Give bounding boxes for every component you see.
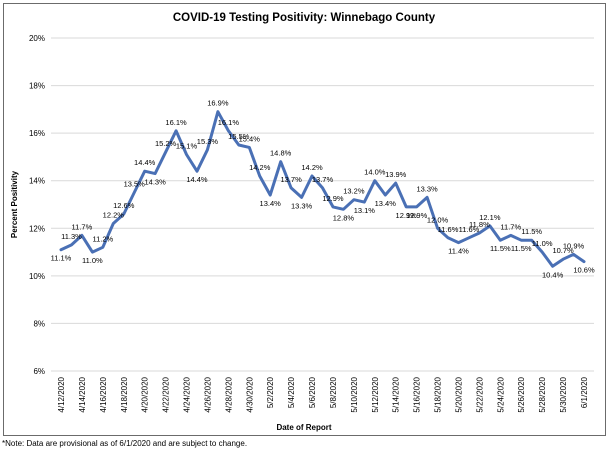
- x-tick-label: 4/26/2020: [203, 376, 212, 412]
- x-tick-label: 4/14/2020: [78, 376, 87, 412]
- x-tick-label: 5/8/2020: [329, 376, 338, 408]
- data-label: 14.3%: [144, 178, 166, 187]
- x-tick-label: 4/12/2020: [57, 376, 66, 412]
- data-label: 14.8%: [270, 149, 292, 158]
- data-label: 12.8%: [333, 213, 355, 222]
- data-label: 13.2%: [343, 187, 365, 196]
- x-tick-label: 4/16/2020: [99, 376, 108, 412]
- data-label: 13.4%: [260, 199, 282, 208]
- data-label: 10.4%: [542, 270, 564, 279]
- x-tick-label: 4/18/2020: [120, 376, 129, 412]
- data-label: 13.9%: [385, 170, 407, 179]
- data-label: 14.4%: [134, 158, 156, 167]
- data-label: 11.8%: [469, 220, 490, 229]
- x-tick-label: 4/20/2020: [141, 376, 150, 412]
- data-label: 11.5%: [511, 244, 532, 253]
- data-label: 11.5%: [490, 244, 511, 253]
- data-label: 12.0%: [427, 215, 449, 224]
- x-tick-label: 4/28/2020: [224, 376, 233, 412]
- positivity-series-line: [59, 110, 586, 268]
- chart-title: COVID-19 Testing Positivity: Winnebago C…: [173, 12, 436, 24]
- y-tick-label: 10%: [29, 272, 45, 281]
- data-label: 13.4%: [375, 199, 397, 208]
- x-tick-label: 5/12/2020: [371, 376, 380, 412]
- data-label: 11.2%: [92, 234, 113, 243]
- y-axis-label: Percent Positivity: [10, 170, 19, 238]
- data-label: 11.6%: [438, 225, 459, 234]
- y-tick-label: 16%: [29, 129, 45, 138]
- positivity-line-chart: COVID-19 Testing Positivity: Winnebago C…: [10, 12, 595, 432]
- x-tick-label: 5/26/2020: [517, 376, 526, 412]
- data-label: 15.2%: [155, 139, 177, 148]
- data-label: 10.9%: [563, 241, 585, 250]
- data-label: 14.2%: [249, 163, 271, 172]
- footnote: *Note: Data are provisional as of 6/1/20…: [2, 439, 248, 448]
- data-label: 11.7%: [72, 222, 93, 231]
- data-label: 14.0%: [364, 168, 386, 177]
- x-tick-label: 5/4/2020: [287, 376, 296, 408]
- x-tick-label: 5/6/2020: [308, 376, 317, 408]
- x-tick-label: 4/22/2020: [162, 376, 171, 412]
- data-label: 15.4%: [239, 134, 261, 143]
- x-tick-label: 5/18/2020: [434, 376, 443, 412]
- x-tick-label: 5/2/2020: [266, 376, 275, 408]
- x-tick-label: 5/22/2020: [475, 376, 484, 412]
- data-label: 12.9%: [406, 211, 428, 220]
- data-label: 16.1%: [165, 118, 187, 127]
- data-label: 15.3%: [197, 137, 219, 146]
- data-label: 11.6%: [459, 225, 480, 234]
- x-tick-label: 5/28/2020: [538, 376, 547, 412]
- data-label: 12.1%: [479, 213, 501, 222]
- y-tick-label: 14%: [29, 177, 45, 186]
- data-label: 11.7%: [500, 222, 521, 231]
- data-label: 14.2%: [301, 163, 323, 172]
- data-label: 11.1%: [51, 254, 72, 263]
- y-tick-label: 6%: [33, 367, 45, 376]
- data-label: 12.9%: [396, 211, 418, 220]
- x-axis-label: Date of Report: [276, 423, 331, 432]
- y-tick-label: 20%: [29, 34, 45, 43]
- data-label: 13.3%: [291, 201, 313, 210]
- data-label: 10.7%: [552, 246, 574, 255]
- data-label: 13.5%: [124, 180, 146, 189]
- x-tick-label: 5/20/2020: [454, 376, 463, 412]
- data-label: 12.9%: [322, 194, 344, 203]
- x-tick-label: 5/16/2020: [413, 376, 422, 412]
- data-label: 11.5%: [521, 227, 542, 236]
- x-tick-labels: 4/12/2020 4/14/2020 4/16/2020 4/18/2020 4/20…: [57, 376, 589, 412]
- data-label: 12.2%: [103, 211, 125, 220]
- x-tick-label: 4/24/2020: [183, 376, 192, 412]
- data-label: 10.6%: [573, 266, 595, 275]
- x-tick-label: 5/10/2020: [350, 376, 359, 412]
- data-label: 13.7%: [312, 175, 334, 184]
- x-tick-label: 6/1/2020: [580, 376, 589, 408]
- data-labels: 11.1%11.3%11.7%11.0%11.2%12.2%12.6%13.5%…: [51, 99, 595, 280]
- y-tick-label: 8%: [33, 319, 45, 328]
- data-label: 13.3%: [416, 184, 438, 193]
- data-label: 13.1%: [354, 206, 376, 215]
- data-label: 11.4%: [448, 247, 469, 256]
- x-tick-label: 4/30/2020: [245, 376, 254, 412]
- y-tick-labels: 6% 8% 10% 12% 14% 16% 18% 20%: [29, 34, 45, 376]
- data-label: 11.3%: [61, 232, 82, 241]
- y-tick-label: 18%: [29, 82, 45, 91]
- data-label: 12.6%: [113, 201, 135, 210]
- data-label: 14.4%: [186, 175, 208, 184]
- x-tick-label: 5/14/2020: [392, 376, 401, 412]
- data-label: 13.7%: [280, 175, 302, 184]
- x-tick-label: 5/30/2020: [559, 376, 568, 412]
- data-label: 11.0%: [532, 239, 553, 248]
- chart-frame: COVID-19 Testing Positivity: Winnebago C…: [3, 3, 606, 436]
- data-label: 11.0%: [82, 256, 103, 265]
- data-label: 16.9%: [207, 99, 229, 108]
- y-tick-label: 12%: [29, 224, 45, 233]
- data-label: 15.5%: [228, 132, 250, 141]
- x-tick-label: 5/24/2020: [496, 376, 505, 412]
- data-label: 16.1%: [218, 118, 240, 127]
- data-label: 15.1%: [176, 142, 198, 151]
